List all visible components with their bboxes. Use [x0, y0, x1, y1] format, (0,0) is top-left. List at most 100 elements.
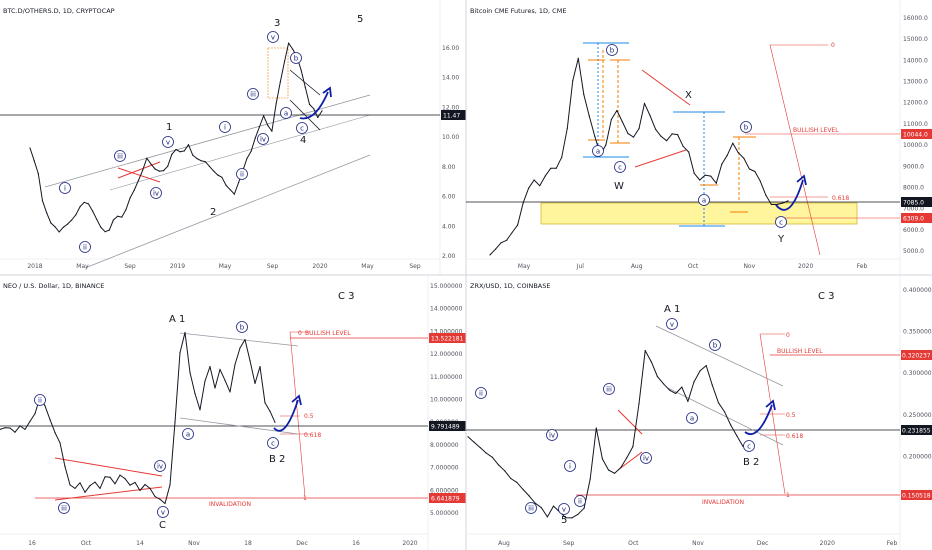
cme-subwave-a2: a: [698, 194, 710, 206]
svg-text:10044.0: 10044.0: [903, 132, 928, 139]
price-line-neo: [0, 331, 276, 505]
svg-text:i: i: [569, 463, 571, 471]
zrx-wave-c3: C 3: [818, 291, 835, 302]
projection-arrow-cme: [775, 179, 804, 211]
y-tick-label: 16000.0: [903, 15, 928, 22]
cme-price-tags: 10044.0 7085.0 6309.0: [901, 129, 932, 223]
x-tick-label: Aug: [498, 540, 510, 547]
neo-wave-b2: B 2: [269, 454, 285, 465]
fib-0618-label: 0.618: [832, 195, 849, 202]
x-tick-label: 18: [244, 540, 252, 547]
zrx-fib-0: 0: [786, 332, 790, 339]
svg-text:iii: iii: [606, 386, 612, 394]
neo-bullish-label: BULLISH LEVEL: [305, 330, 351, 337]
y-tick-label: 0.350000: [903, 329, 932, 336]
svg-text:b: b: [294, 55, 299, 63]
neo-price-tags: 13.522181 9.791489 6.641879: [429, 333, 466, 503]
zrx-invalidation-label: INVALIDATION: [702, 499, 744, 506]
x-tick-label: Jul: [576, 263, 585, 270]
y-axis-cme: 16000.0 15000.0 14000.0 13000.0 12000.0 11000…: [903, 15, 928, 255]
y-tick-label: 8.000000: [430, 442, 459, 449]
zrx-subwave-a: a: [686, 412, 698, 424]
x-tick-label: Dec: [757, 540, 769, 547]
neo-subwave-c: c: [267, 437, 279, 449]
neo-wave-a1: A 1: [169, 314, 185, 325]
x-tick-label: Sep: [124, 263, 136, 270]
neo-wave-c3: C 3: [338, 291, 355, 302]
svg-text:c: c: [300, 125, 304, 133]
y-tick-label: 2.00: [442, 253, 456, 260]
cme-subwave-a1: a: [592, 145, 604, 157]
svg-text:v: v: [670, 321, 674, 329]
y-tick-label: 0.400000: [903, 287, 932, 294]
x-tick-label: Aug: [631, 263, 643, 270]
cme-subwave-c2: c: [775, 216, 787, 228]
price-series-line: [467, 350, 750, 519]
svg-text:v: v: [271, 34, 275, 42]
support-zone: [540, 202, 858, 225]
zrx-subwave-i: i: [564, 460, 576, 472]
svg-text:v: v: [161, 509, 165, 517]
neo-fib-0618: 0.618: [304, 432, 321, 439]
x-tick-label: Sep: [563, 540, 575, 547]
projection-arrow: [299, 91, 329, 120]
x-axis-cme: May Jul Aug Oct Nov 2020 Feb: [518, 263, 868, 270]
wave-label-3: 3: [274, 18, 280, 29]
neo-subwave-iii: iii: [58, 502, 70, 514]
x-tick-label: Feb: [887, 540, 898, 547]
y-tick-label: 0.300000: [903, 370, 932, 377]
subwave-a: a: [280, 107, 292, 119]
zrx-subwave-c: c: [743, 440, 755, 452]
neo-fib-0: 0: [298, 330, 302, 337]
neo-subwave-v: v: [157, 506, 169, 518]
svg-text:iii: iii: [528, 505, 534, 513]
y-axis-zrx: 0.400000 0.350000 0.300000 0.250000 0.200000…: [903, 287, 932, 502]
wave-label-5: 5: [357, 14, 363, 25]
y-tick-label: 16.00: [442, 45, 459, 52]
neo-subwave-ii: ii: [34, 394, 46, 406]
y-tick-label: 10.000000: [430, 397, 463, 404]
wave-label-2: 2: [210, 207, 216, 218]
panel-zrx-title: ZRX/USD, 1D, COINBASE: [470, 282, 550, 290]
zrx-bullish-label: BULLISH LEVEL: [777, 348, 823, 355]
y-tick-label: 6000.0: [903, 227, 924, 234]
svg-text:a: a: [284, 110, 288, 118]
svg-text:b: b: [240, 324, 245, 332]
x-tick-label: Dec: [296, 540, 308, 547]
neo-subwave-iv: iv: [154, 460, 166, 472]
wave-label-y: Y: [777, 234, 785, 245]
last-price-tag: 11.47: [441, 110, 466, 120]
neo-subwave-b: b: [236, 321, 248, 333]
zrx-subwave-iv: iv: [546, 429, 558, 441]
svg-text:i: i: [64, 185, 66, 193]
fib-zero-label: 0: [831, 42, 835, 49]
svg-text:ii: ii: [38, 397, 42, 405]
zrx-fib-0618: 0.618: [786, 433, 803, 440]
cme-subwave-c1: c: [614, 161, 626, 173]
y-tick-label: 15000.0: [903, 36, 928, 43]
price-line-cme: [489, 57, 789, 256]
zrx-subwave-ii: ii: [475, 387, 487, 399]
svg-text:a: a: [690, 415, 694, 423]
price-line-zrx: [467, 350, 750, 519]
x-tick-label: 2020: [402, 540, 417, 547]
cme-subwave-b2: b: [740, 121, 752, 133]
zrx-subwave-iii2: iii: [603, 383, 615, 395]
svg-text:b: b: [744, 124, 749, 132]
x-axis-btcd: 2018 May Sep 2019 May Sep 2020 May Sep: [27, 263, 420, 270]
wave-label-w: W: [614, 181, 624, 192]
panel-neo: NEO / U.S. Dollar, 1D, BINANCE 0 BULLISH…: [0, 275, 466, 550]
x-axis-zrx: Aug Sep Oct Nov Dec 2020 Feb: [498, 540, 897, 547]
price-series-line: [29, 42, 323, 233]
svg-text:v: v: [166, 139, 170, 147]
svg-text:6.641879: 6.641879: [431, 496, 460, 503]
x-tick-label: May: [361, 263, 374, 270]
y-tick-label: 5.000000: [430, 510, 459, 517]
y-tick-label: 13.000000: [430, 328, 463, 335]
x-tick-label: Feb: [857, 263, 868, 270]
y-tick-label: 6.00: [442, 194, 456, 201]
x-tick-label: Oct: [628, 540, 639, 547]
svg-text:13.522181: 13.522181: [431, 336, 464, 343]
zrx-subwave-v1: v: [558, 503, 570, 515]
